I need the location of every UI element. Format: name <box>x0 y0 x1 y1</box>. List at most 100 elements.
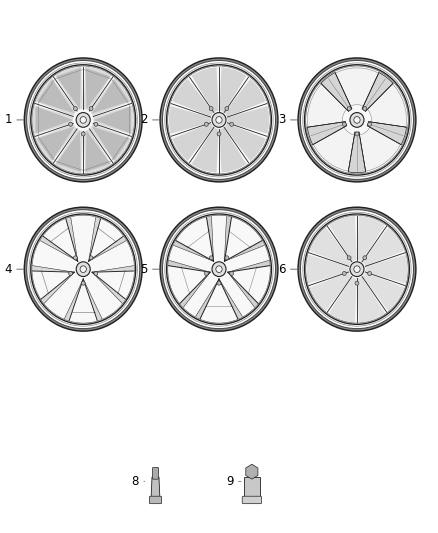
Ellipse shape <box>74 256 78 260</box>
Polygon shape <box>83 279 102 320</box>
Ellipse shape <box>225 256 229 260</box>
Polygon shape <box>35 124 77 162</box>
Polygon shape <box>92 272 125 303</box>
Polygon shape <box>84 67 111 111</box>
Text: 1: 1 <box>4 114 12 126</box>
Ellipse shape <box>212 262 226 277</box>
Ellipse shape <box>81 281 85 285</box>
Polygon shape <box>172 123 213 161</box>
Ellipse shape <box>209 107 213 111</box>
Ellipse shape <box>80 117 86 123</box>
Ellipse shape <box>306 215 408 323</box>
Polygon shape <box>365 255 408 284</box>
Ellipse shape <box>354 266 360 272</box>
Polygon shape <box>307 122 347 144</box>
Ellipse shape <box>89 107 93 111</box>
Polygon shape <box>207 216 213 261</box>
Ellipse shape <box>216 117 222 123</box>
Polygon shape <box>219 67 247 112</box>
Polygon shape <box>228 272 258 307</box>
Polygon shape <box>180 272 210 307</box>
Polygon shape <box>92 79 130 114</box>
Ellipse shape <box>76 262 90 277</box>
Ellipse shape <box>368 122 371 126</box>
Ellipse shape <box>74 107 78 111</box>
Ellipse shape <box>354 117 360 123</box>
Ellipse shape <box>32 215 134 323</box>
Ellipse shape <box>69 122 72 126</box>
Polygon shape <box>32 106 73 134</box>
Text: 6: 6 <box>278 263 286 276</box>
Polygon shape <box>357 277 385 322</box>
Polygon shape <box>56 131 81 172</box>
Polygon shape <box>191 67 219 112</box>
Text: 8: 8 <box>131 475 139 488</box>
Polygon shape <box>55 67 83 111</box>
FancyBboxPatch shape <box>149 496 162 504</box>
Ellipse shape <box>355 281 359 285</box>
Ellipse shape <box>94 122 98 126</box>
Ellipse shape <box>217 281 221 285</box>
Polygon shape <box>348 132 366 173</box>
Ellipse shape <box>347 107 351 111</box>
Ellipse shape <box>363 256 367 260</box>
Polygon shape <box>329 277 357 322</box>
Polygon shape <box>357 216 385 262</box>
Ellipse shape <box>94 271 98 276</box>
Polygon shape <box>246 464 258 479</box>
Polygon shape <box>169 106 211 134</box>
Polygon shape <box>55 129 83 173</box>
Polygon shape <box>66 217 78 261</box>
Ellipse shape <box>350 262 364 277</box>
Text: 4: 4 <box>4 263 12 276</box>
Ellipse shape <box>343 122 346 126</box>
Polygon shape <box>64 279 83 320</box>
Polygon shape <box>219 127 247 173</box>
Polygon shape <box>307 84 346 127</box>
Ellipse shape <box>230 122 233 126</box>
Ellipse shape <box>350 112 364 127</box>
Ellipse shape <box>209 256 213 260</box>
Polygon shape <box>37 79 75 114</box>
Polygon shape <box>56 68 81 109</box>
Polygon shape <box>86 68 110 109</box>
Polygon shape <box>335 68 379 106</box>
Ellipse shape <box>76 112 90 127</box>
Polygon shape <box>367 84 406 127</box>
Polygon shape <box>329 216 357 262</box>
Ellipse shape <box>217 132 221 136</box>
Ellipse shape <box>347 256 351 260</box>
Polygon shape <box>367 122 406 144</box>
Ellipse shape <box>89 256 93 260</box>
Polygon shape <box>362 272 405 311</box>
Polygon shape <box>227 106 269 134</box>
Polygon shape <box>93 106 134 134</box>
Polygon shape <box>228 260 269 272</box>
Ellipse shape <box>355 132 359 136</box>
Polygon shape <box>306 255 349 284</box>
Ellipse shape <box>205 271 208 276</box>
Polygon shape <box>90 78 131 116</box>
Ellipse shape <box>216 266 222 272</box>
Ellipse shape <box>32 66 134 174</box>
Ellipse shape <box>168 215 270 323</box>
Polygon shape <box>309 227 352 266</box>
Polygon shape <box>173 241 213 261</box>
Polygon shape <box>244 477 260 498</box>
Polygon shape <box>32 265 74 272</box>
Polygon shape <box>309 272 352 311</box>
Text: 9: 9 <box>226 475 233 488</box>
Polygon shape <box>40 236 78 261</box>
Polygon shape <box>86 131 110 172</box>
Polygon shape <box>313 127 354 171</box>
Ellipse shape <box>80 266 86 272</box>
Ellipse shape <box>363 107 367 111</box>
Ellipse shape <box>306 66 408 174</box>
Polygon shape <box>89 217 100 261</box>
Polygon shape <box>191 127 219 173</box>
Polygon shape <box>89 236 126 261</box>
Polygon shape <box>196 279 219 319</box>
Text: 5: 5 <box>140 263 148 276</box>
Ellipse shape <box>230 271 233 276</box>
Polygon shape <box>225 216 231 261</box>
